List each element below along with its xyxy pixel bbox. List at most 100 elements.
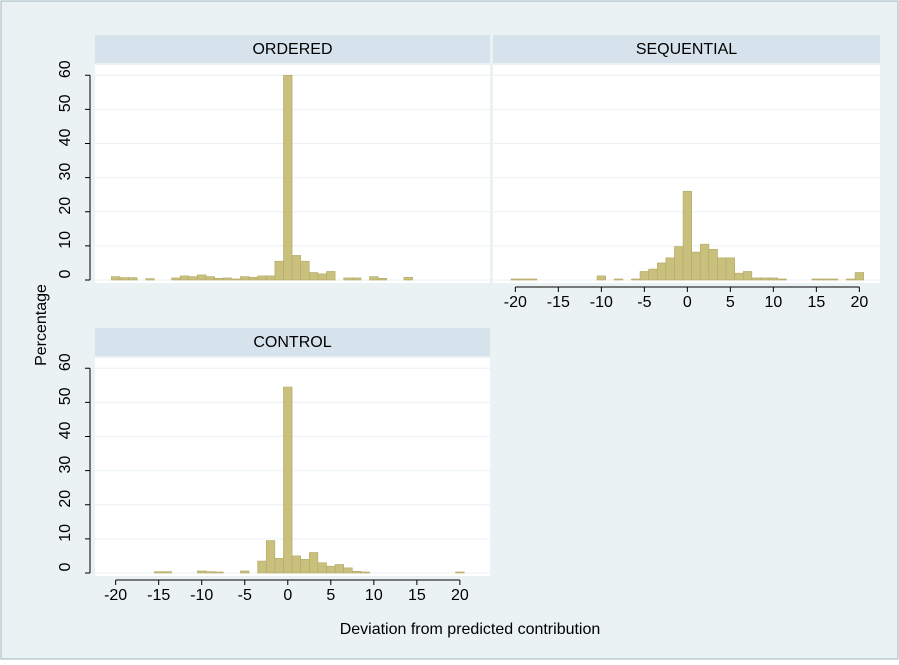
y-tick-label: 10: [57, 524, 74, 542]
bar: [613, 278, 624, 281]
panel-title-strip: [95, 328, 490, 356]
bar: [760, 277, 770, 281]
bar: [300, 260, 310, 281]
bar: [257, 275, 267, 281]
bar: [179, 275, 190, 281]
bar: [360, 571, 370, 574]
bar: [717, 257, 727, 281]
bar: [708, 248, 718, 281]
x-tick-label: 10: [764, 294, 782, 311]
bar: [665, 257, 675, 281]
y-tick-label: 50: [57, 387, 74, 405]
y-tick-label: 0: [57, 269, 74, 278]
y-tick-label: 30: [57, 163, 74, 181]
bar: [171, 277, 181, 281]
bar: [205, 276, 215, 281]
bar: [510, 278, 520, 281]
bar: [828, 278, 839, 281]
plot-area: [95, 358, 490, 576]
bar: [145, 278, 155, 281]
bar: [742, 271, 753, 281]
bar: [734, 272, 744, 281]
bar: [854, 272, 864, 281]
bar: [596, 275, 606, 281]
bar: [265, 275, 276, 281]
bar: [197, 274, 207, 281]
bar: [691, 251, 701, 281]
x-axis-label: Deviation from predicted contribution: [340, 621, 601, 638]
bar: [369, 276, 379, 281]
bar: [283, 386, 293, 574]
y-tick-label: 50: [57, 94, 74, 112]
bar: [240, 276, 250, 281]
x-tick-label: 5: [326, 587, 335, 604]
y-tick-label: 60: [57, 60, 74, 78]
panel-title-strip: [493, 35, 880, 63]
bar: [231, 278, 241, 281]
bar: [352, 277, 362, 281]
bar: [265, 540, 276, 574]
y-tick-label: 60: [57, 353, 74, 371]
bar: [519, 278, 529, 281]
bar: [248, 276, 258, 281]
x-tick-label: 5: [726, 294, 735, 311]
bar: [300, 559, 310, 574]
bar: [317, 562, 327, 574]
x-tick-label: -10: [190, 587, 213, 604]
bar: [154, 571, 164, 574]
x-tick-label: 15: [408, 587, 426, 604]
bar: [527, 278, 538, 281]
y-tick-label: 20: [57, 197, 74, 215]
bar: [128, 277, 138, 281]
bar: [768, 277, 778, 281]
bar: [162, 571, 172, 574]
bar: [317, 273, 327, 281]
bar: [222, 277, 233, 281]
x-tick-label: -15: [147, 587, 170, 604]
bar: [291, 555, 301, 574]
y-tick-label: 10: [57, 231, 74, 249]
x-tick-label: -20: [104, 587, 127, 604]
bar: [274, 260, 284, 281]
bar: [205, 571, 215, 574]
bar: [699, 243, 710, 281]
bar: [274, 558, 284, 574]
bar: [291, 255, 301, 281]
y-axis-label: Percentage: [33, 284, 50, 366]
bar: [214, 277, 224, 281]
bar: [631, 278, 641, 281]
bar: [403, 276, 413, 281]
y-tick-label: 20: [57, 490, 74, 508]
bar: [197, 570, 207, 574]
x-tick-label: 0: [283, 587, 292, 604]
panel-title-strip: [95, 35, 490, 63]
bar: [343, 277, 353, 281]
plot-area: [95, 65, 490, 283]
bar: [352, 570, 362, 574]
bar: [214, 571, 224, 574]
x-tick-label: 20: [850, 294, 868, 311]
bar: [283, 74, 293, 281]
bar: [308, 272, 319, 281]
bar: [751, 277, 761, 281]
bar: [326, 271, 336, 281]
panel-title: ORDERED: [252, 41, 332, 58]
panel-title: SEQUENTIAL: [636, 41, 737, 58]
bar: [257, 560, 267, 574]
bar: [343, 567, 353, 574]
panel-title: CONTROL: [253, 334, 331, 351]
x-tick-label: 20: [451, 587, 469, 604]
bar: [820, 278, 830, 281]
bar: [326, 565, 336, 574]
x-tick-label: -5: [238, 587, 252, 604]
bar: [639, 271, 649, 281]
bar: [656, 262, 667, 281]
bar: [725, 257, 735, 281]
bar: [188, 276, 198, 281]
x-tick-label: -15: [547, 294, 570, 311]
bar: [119, 277, 129, 281]
x-tick-label: 15: [807, 294, 825, 311]
bar: [846, 278, 856, 281]
bar: [111, 276, 121, 281]
